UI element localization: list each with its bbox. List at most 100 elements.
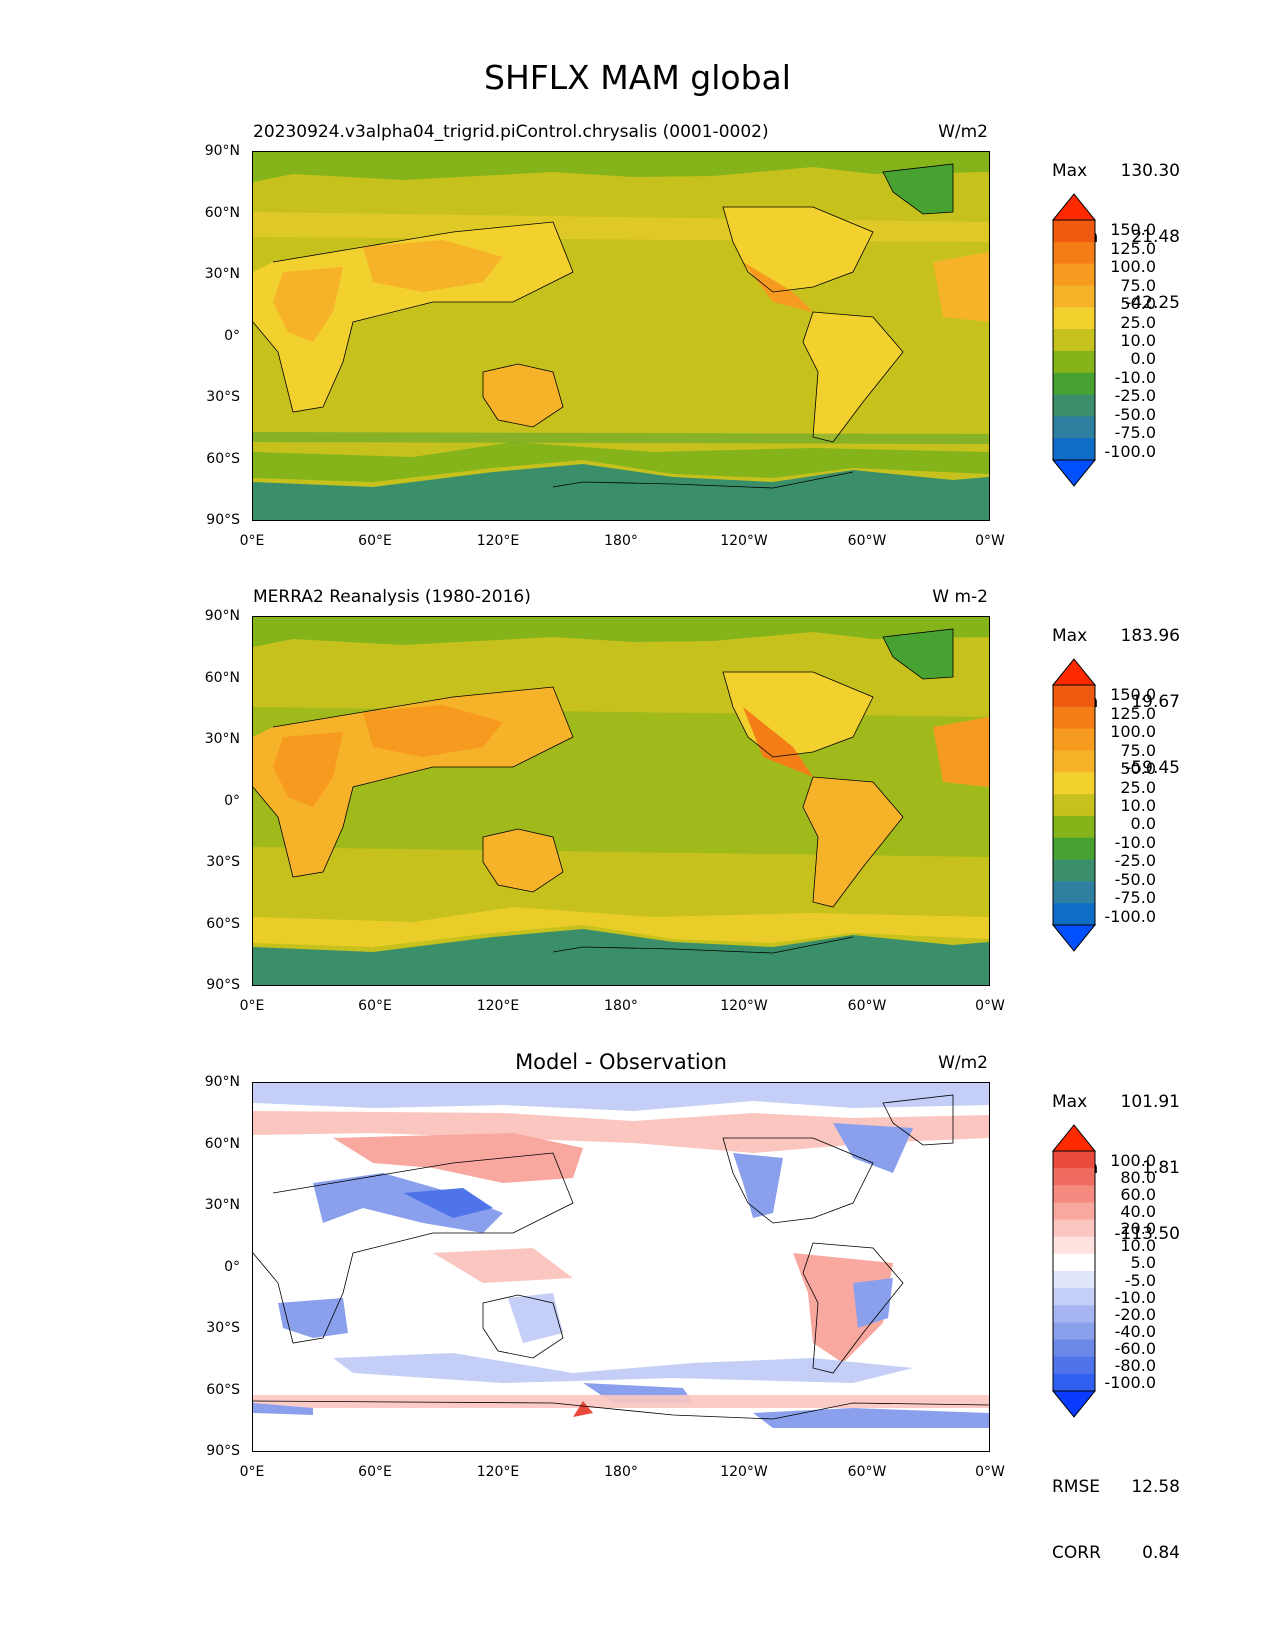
- colorbar-tick-label: -5.0: [1124, 1270, 1156, 1290]
- lat-tick: 30°N: [204, 266, 240, 282]
- colorbar-tick-label: 0.0: [1130, 349, 1156, 369]
- metric-value: 0.84: [1142, 1543, 1180, 1563]
- lon-tick: 60°W: [847, 1464, 887, 1480]
- stat-label: Max: [1052, 626, 1088, 646]
- units-label: W/m2: [938, 122, 988, 142]
- colorbar-band: [1053, 1305, 1095, 1323]
- colorbar-band: [1053, 350, 1095, 374]
- colorbar-band: [1053, 1253, 1095, 1272]
- colorbar-tick-label: 25.0: [1120, 312, 1156, 332]
- colorbar-extend-min: [1051, 1390, 1097, 1418]
- colorbar-band: [1053, 241, 1095, 265]
- lat-tick: 90°N: [204, 608, 240, 624]
- colorbar-tick-label: 100.0: [1110, 722, 1156, 742]
- colorbar-tick-label: 125.0: [1110, 703, 1156, 723]
- lon-tick: 0°E: [239, 533, 265, 549]
- stat-value: 1.81: [1142, 1158, 1180, 1178]
- lon-tick: 120°E: [476, 1464, 520, 1480]
- colorbar-outline: [1052, 684, 1096, 926]
- colorbar-band: [1053, 438, 1095, 461]
- colorbar-band: [1053, 1219, 1095, 1238]
- colorbar-tick-label: 40.0: [1120, 1202, 1156, 1221]
- colorbar-tick-label: 60.0: [1120, 1184, 1156, 1204]
- panel-title: 20230924.v3alpha04_trigrid.piControl.chr…: [253, 122, 769, 142]
- lat-tick: 30°S: [206, 854, 240, 870]
- lon-tick: 120°E: [476, 533, 520, 549]
- colorbar-extend-min: [1051, 924, 1097, 952]
- lat-tick: 60°N: [204, 1136, 240, 1152]
- figure-title: SHFLX MAM global: [484, 58, 791, 97]
- colorbar-band: [1053, 772, 1095, 795]
- colorbar-band: [1053, 1185, 1095, 1203]
- colorbar-tick-label: 0.0: [1130, 814, 1156, 834]
- stat-label: Max: [1052, 161, 1088, 181]
- lat-tick: 60°N: [204, 670, 240, 686]
- lon-tick: 60°E: [358, 998, 392, 1014]
- lat-tick: 30°N: [204, 731, 240, 747]
- colorbar-band: [1053, 728, 1095, 751]
- colorbar-tick-label: -100.0: [1104, 906, 1156, 926]
- lon-tick: 120°W: [720, 998, 768, 1014]
- stat-label: Max: [1052, 1092, 1088, 1112]
- colorbar-model: [1051, 193, 1097, 487]
- colorbar-band: [1053, 1288, 1095, 1306]
- colorbar-tick-label: 20.0: [1120, 1219, 1156, 1239]
- colorbar-tick-label: -100.0: [1104, 1373, 1156, 1393]
- colorbar-band: [1053, 837, 1095, 861]
- colorbar-tick-label: 75.0: [1120, 740, 1156, 760]
- colorbar-tick-label: -80.0: [1114, 1356, 1156, 1376]
- colorbar-band: [1053, 372, 1095, 396]
- lat-tick: 0°: [224, 1259, 240, 1275]
- colorbar-tick-label: 75.0: [1120, 275, 1156, 295]
- colorbar-band: [1053, 859, 1095, 882]
- stat-value: 101.91: [1120, 1092, 1180, 1112]
- colorbar-band: [1053, 1356, 1095, 1375]
- map-diff: [252, 1082, 990, 1452]
- colorbar-band: [1053, 285, 1095, 308]
- colorbar-diff: [1051, 1124, 1097, 1418]
- colorbar-band: [1053, 1202, 1095, 1221]
- lon-tick: 60°E: [358, 1464, 392, 1480]
- colorbar-tick-label: -10.0: [1114, 1287, 1156, 1307]
- lon-tick: 120°E: [476, 998, 520, 1014]
- lon-tick: 0°W: [975, 998, 1005, 1014]
- lat-tick: 90°N: [204, 1074, 240, 1090]
- colorbar-tick-label: 100.0: [1110, 1150, 1156, 1170]
- lon-tick: 60°W: [847, 998, 887, 1014]
- metric-value: 12.58: [1131, 1477, 1180, 1497]
- colorbar-tick-label: -75.0: [1114, 888, 1156, 908]
- panel-title: MERRA2 Reanalysis (1980-2016): [253, 587, 531, 607]
- colorbar-band: [1053, 750, 1095, 773]
- metric-label: RMSE: [1052, 1477, 1101, 1497]
- colorbar-tick-label: -50.0: [1114, 869, 1156, 889]
- colorbar-band: [1053, 685, 1095, 708]
- colorbar-band: [1053, 815, 1095, 839]
- colorbar-tick-label: -20.0: [1114, 1304, 1156, 1324]
- lon-tick: 180°: [604, 533, 638, 549]
- colorbar-band: [1053, 220, 1095, 243]
- map-obs: [252, 616, 990, 986]
- colorbar-tick-label: -40.0: [1114, 1322, 1156, 1341]
- colorbar-band: [1053, 1271, 1095, 1289]
- colorbar-band: [1053, 881, 1095, 904]
- metric-label: CORR: [1052, 1543, 1101, 1563]
- lat-tick: 60°S: [206, 1382, 240, 1398]
- colorbar-tick-label: -10.0: [1114, 367, 1156, 387]
- colorbar-tick-label: 50.0: [1120, 294, 1156, 314]
- colorbar-band: [1053, 706, 1095, 730]
- lat-tick: 90°S: [206, 512, 240, 528]
- lon-tick: 0°E: [239, 998, 265, 1014]
- colorbar-tick-label: -100.0: [1104, 441, 1156, 461]
- colorbar-band: [1053, 416, 1095, 439]
- colorbar-tick-label: 10.0: [1120, 1236, 1156, 1256]
- lat-tick: 90°S: [206, 1443, 240, 1459]
- units-label: W/m2: [938, 1053, 988, 1073]
- lon-tick: 120°W: [720, 533, 768, 549]
- colorbar-tick-label: -25.0: [1114, 851, 1156, 871]
- lon-tick: 180°: [604, 998, 638, 1014]
- panel-title: Model - Observation: [515, 1050, 727, 1074]
- lon-tick: 180°: [604, 1464, 638, 1480]
- colorbar-tick-label: 10.0: [1120, 331, 1156, 350]
- lat-tick: 30°S: [206, 389, 240, 405]
- colorbar-band: [1053, 1373, 1095, 1392]
